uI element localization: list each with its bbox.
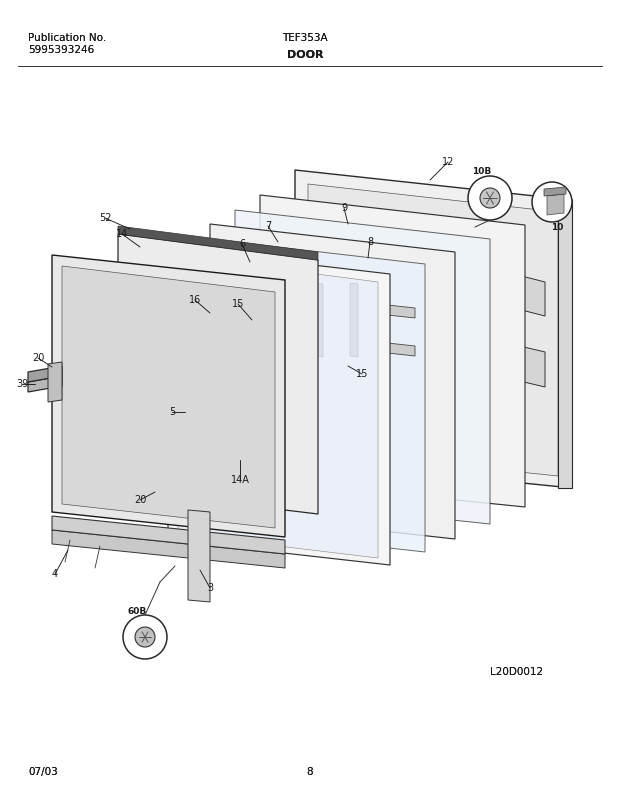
Text: 8: 8 [307,767,313,777]
Text: 5: 5 [169,407,175,417]
Text: 14: 14 [116,229,128,239]
Circle shape [532,182,572,222]
Polygon shape [544,187,566,196]
Polygon shape [28,366,62,382]
Text: 10: 10 [551,223,563,231]
Text: 7: 7 [265,221,271,231]
Text: 9: 9 [341,203,347,213]
Text: 07/03: 07/03 [28,767,58,777]
Text: TEF353A: TEF353A [282,33,328,43]
Text: DOOR: DOOR [286,50,323,60]
Polygon shape [168,248,390,565]
Circle shape [480,188,500,208]
Polygon shape [48,362,62,402]
Polygon shape [245,283,253,357]
Polygon shape [308,184,558,476]
Text: 14A: 14A [231,475,249,485]
Text: 8: 8 [307,767,313,777]
Text: 15: 15 [356,369,368,379]
Text: Publication No.: Publication No. [28,33,106,43]
Polygon shape [490,339,545,387]
Polygon shape [28,376,62,392]
Text: 20: 20 [134,495,146,505]
Text: L20D0012: L20D0012 [490,667,543,677]
Polygon shape [62,266,275,528]
Polygon shape [295,170,572,488]
Polygon shape [118,226,318,260]
Polygon shape [195,322,415,356]
Polygon shape [280,283,288,357]
Text: 15: 15 [232,299,244,309]
Text: TEF353A: TEF353A [282,33,328,43]
Text: 20: 20 [32,353,44,363]
Polygon shape [228,339,252,490]
Polygon shape [52,516,285,554]
Text: 5995393246: 5995393246 [28,45,94,55]
Text: 60B: 60B [127,607,146,615]
Text: eReplacementParts.com: eReplacementParts.com [212,397,348,407]
Polygon shape [490,268,545,316]
Text: 3: 3 [207,583,213,593]
Text: 52: 52 [99,213,111,223]
Text: Publication No.: Publication No. [28,33,106,43]
Text: 10B: 10B [472,166,492,176]
Polygon shape [195,284,415,318]
Text: L20D0012: L20D0012 [490,667,543,677]
Circle shape [135,627,155,647]
Polygon shape [350,283,358,357]
Text: 07/03: 07/03 [28,767,58,777]
Text: 16: 16 [189,295,201,305]
Text: 4: 4 [52,569,58,579]
Text: 39: 39 [16,379,28,389]
Polygon shape [315,283,323,357]
Text: DOOR: DOOR [286,50,323,60]
Polygon shape [52,255,285,537]
Polygon shape [235,210,490,524]
Polygon shape [260,195,525,507]
Text: 6: 6 [239,239,245,249]
Text: 5995393246: 5995393246 [28,45,94,55]
Polygon shape [118,234,318,514]
Circle shape [123,615,167,659]
Polygon shape [52,530,285,568]
Text: 8: 8 [367,237,373,247]
Text: 12: 12 [442,157,454,167]
Polygon shape [210,224,455,539]
Polygon shape [558,200,572,488]
Circle shape [468,176,512,220]
Polygon shape [178,256,378,558]
Polygon shape [190,237,425,552]
Polygon shape [547,194,564,215]
Polygon shape [188,510,210,602]
